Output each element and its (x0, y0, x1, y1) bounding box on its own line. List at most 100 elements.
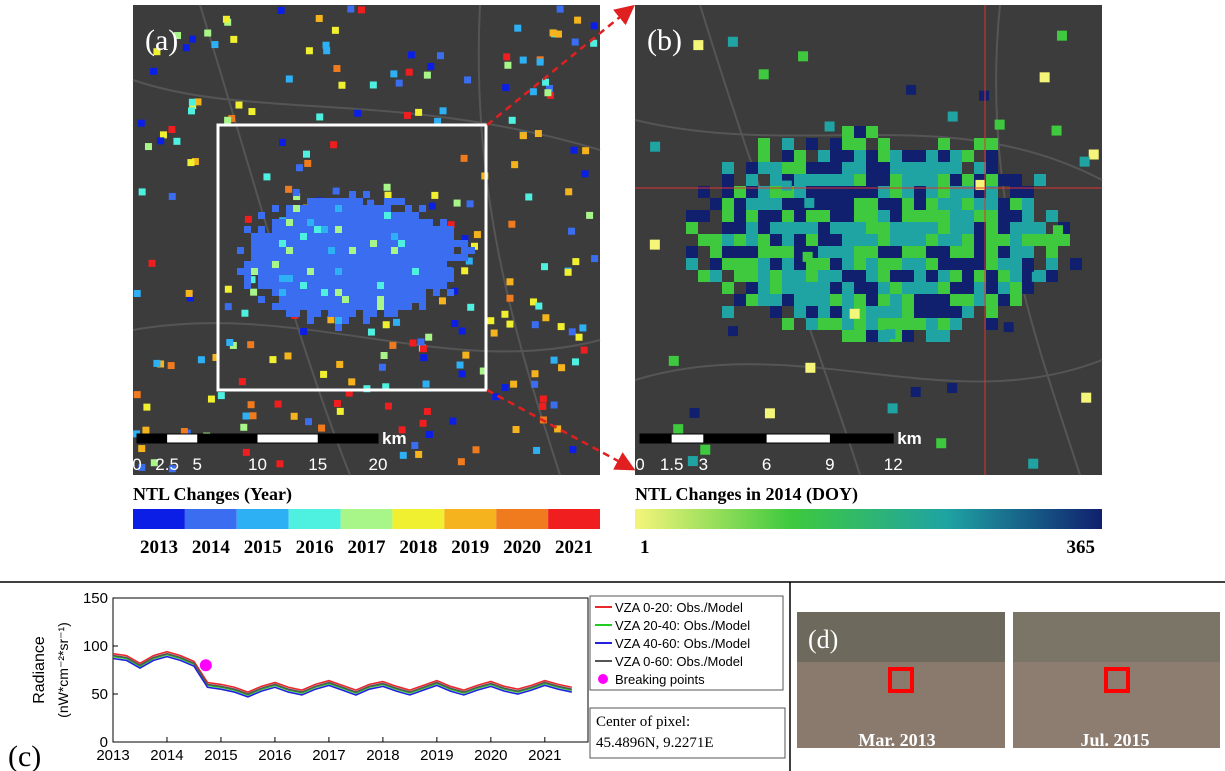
map-pixel (328, 198, 335, 205)
map-pixel (1081, 393, 1091, 403)
map-pixel (189, 36, 196, 43)
map-pixel (576, 334, 583, 341)
map-pixel (412, 296, 419, 303)
map-pixel (300, 303, 307, 310)
map-pixel (1010, 258, 1022, 270)
map-pixel (986, 138, 998, 150)
map-pixel (307, 254, 314, 261)
scale-label: 1.5 (660, 455, 684, 474)
map-pixel (363, 191, 370, 198)
map-pixel (426, 261, 433, 268)
y-tick-label: 50 (91, 686, 108, 703)
map-pixel (950, 306, 962, 318)
colorbar-label: 2016 (296, 537, 334, 558)
map-pixel (818, 258, 830, 270)
map-pixel (291, 413, 298, 420)
map-pixel (950, 270, 962, 282)
map-pixel (417, 338, 424, 345)
map-pixel (272, 289, 279, 296)
map-pixel (377, 233, 384, 240)
map-pixel (782, 198, 794, 210)
map-pixel (342, 317, 349, 324)
map-pixel (986, 258, 998, 270)
map-pixel (890, 210, 902, 222)
map-pixel (363, 289, 370, 296)
map-pixel (307, 247, 314, 254)
figure: (a) (b) NTL Changes (Year) NTL Changes i… (0, 0, 1225, 771)
map-pixel (279, 268, 286, 275)
map-pixel (405, 296, 412, 303)
map-pixel (384, 261, 391, 268)
map-pixel (142, 427, 149, 434)
map-pixel (525, 193, 532, 200)
map-pixel (370, 261, 377, 268)
map-pixel (914, 222, 926, 234)
map-pixel (842, 258, 854, 270)
map-pixel (188, 107, 195, 114)
map-pixel (342, 275, 349, 282)
map-pixel (321, 296, 328, 303)
map-pixel (426, 431, 433, 438)
map-pixel (223, 16, 230, 23)
map-pixel (830, 270, 842, 282)
map-pixel (356, 268, 363, 275)
map-pixel (998, 294, 1010, 306)
map-pixel (354, 110, 361, 117)
map-pixel (226, 339, 233, 346)
map-pixel (349, 296, 356, 303)
map-pixel (328, 289, 335, 296)
map-pixel (420, 345, 427, 352)
map-pixel (451, 320, 458, 327)
map-pixel (842, 318, 854, 330)
scale-label: 0 (132, 455, 141, 474)
map-pixel (433, 289, 440, 296)
map-pixel (316, 113, 323, 120)
map-pixel (391, 296, 398, 303)
map-pixel (420, 354, 427, 361)
map-pixel (878, 270, 890, 282)
colorbar-label: 1 (640, 537, 650, 558)
map-pixel (1058, 234, 1070, 246)
map-pixel (286, 75, 293, 82)
map-pixel (149, 260, 156, 267)
map-pixel (734, 294, 746, 306)
map-pixel (830, 282, 842, 294)
map-pixel (183, 44, 190, 51)
map-pixel (938, 174, 950, 186)
map-pixel (314, 275, 321, 282)
map-pixel (1010, 198, 1022, 210)
map-pixel (396, 80, 403, 87)
map-pixel (1046, 234, 1058, 246)
map-pixel (690, 408, 700, 418)
map-pixel (370, 212, 377, 219)
map-pixel (520, 132, 527, 139)
plot-area (113, 598, 588, 742)
map-pixel (237, 268, 244, 275)
map-pixel (307, 310, 314, 317)
map-pixel (461, 267, 468, 274)
map-pixel (391, 268, 398, 275)
map-pixel (321, 303, 328, 310)
map-pixel (794, 150, 806, 162)
map-pixel (890, 162, 902, 174)
map-pixel (272, 254, 279, 261)
map-pixel (286, 212, 293, 219)
map-pixel (321, 212, 328, 219)
map-pixel (243, 413, 250, 420)
map-pixel (722, 162, 734, 174)
map-pixel (321, 254, 328, 261)
map-pixel (890, 198, 902, 210)
map-pixel (902, 258, 914, 270)
x-tick-label: 2017 (312, 747, 345, 764)
map-pixel (818, 234, 830, 246)
map-pixel (391, 233, 398, 240)
map-pixel (998, 234, 1010, 246)
map-pixel (440, 282, 447, 289)
map-pixel (296, 164, 303, 171)
map-pixel (926, 210, 938, 222)
map-pixel (830, 234, 842, 246)
map-pixel (433, 261, 440, 268)
map-pixel (902, 222, 914, 234)
map-pixel (504, 62, 511, 69)
map-pixel (286, 240, 293, 247)
